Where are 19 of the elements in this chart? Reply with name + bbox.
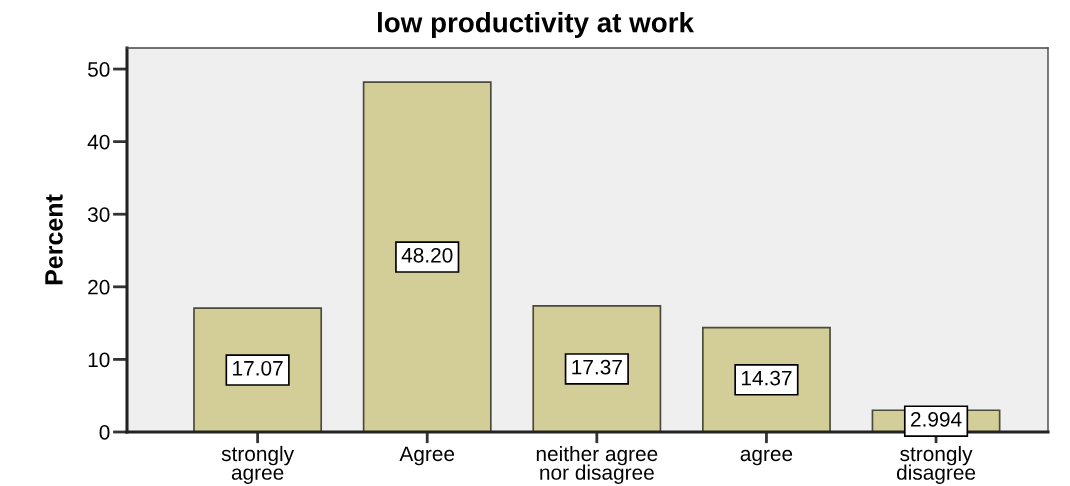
bar xyxy=(362,81,492,432)
data-label: 48.20 xyxy=(401,247,453,263)
y-tick-label: 10 xyxy=(88,352,110,368)
y-tick-label: 50 xyxy=(88,62,110,77)
x-tick-label: agree xyxy=(740,449,793,466)
data-label: 17.37 xyxy=(572,359,622,375)
chart-title: low productivity at work xyxy=(377,12,695,38)
y-tick-label: 20 xyxy=(88,279,110,295)
data-label: 17.07 xyxy=(233,360,283,376)
y-axis-title: Percent xyxy=(45,194,63,285)
y-tick-label: 0 xyxy=(99,425,110,440)
x-tick-label: strongly disagree xyxy=(896,445,976,484)
x-tick-label: Agree xyxy=(399,446,455,466)
x-tick-label: neither agree nor disagree xyxy=(536,445,658,484)
x-tick-label: strongly agree xyxy=(221,445,295,484)
data-label: 14.37 xyxy=(741,370,792,386)
y-tick-label: 40 xyxy=(87,134,110,150)
y-tick-label: 30 xyxy=(87,207,110,222)
data-label: 2.994 xyxy=(911,411,962,427)
